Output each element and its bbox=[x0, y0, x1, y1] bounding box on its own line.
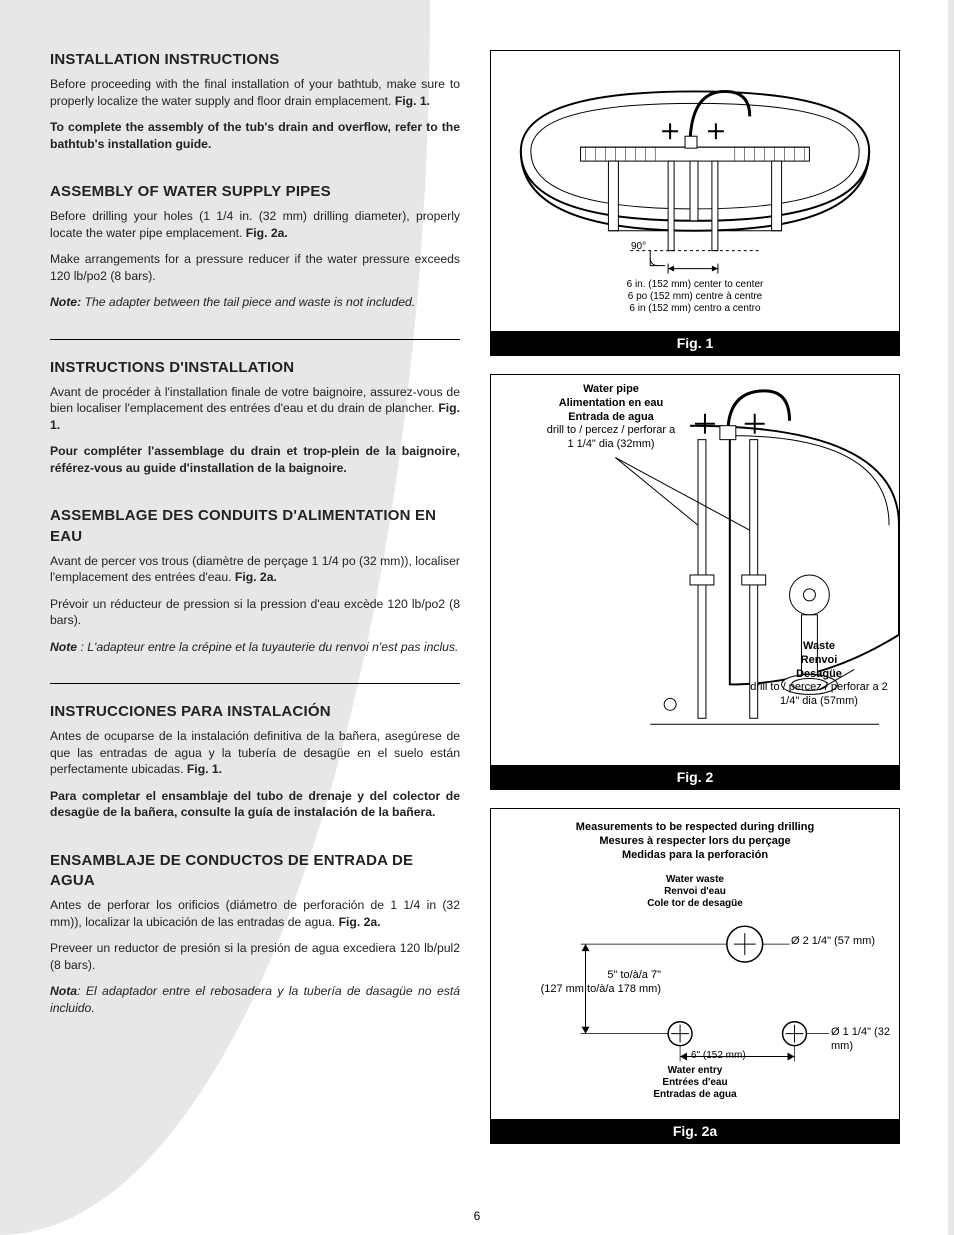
para: Avant de procéder à l'installation final… bbox=[50, 384, 460, 433]
label: Desagüe bbox=[749, 668, 889, 682]
tub-diagram-icon bbox=[491, 51, 899, 311]
label: Water entry bbox=[491, 1065, 899, 1077]
heading-install-fr: Instructions d'installation bbox=[50, 358, 460, 378]
dim-label: 6 in (152 mm) centro a centro bbox=[491, 303, 899, 315]
para: Before proceeding with the final install… bbox=[50, 76, 460, 109]
label: Alimentation en eau bbox=[511, 397, 711, 411]
label: Measurements to be respected during dril… bbox=[491, 821, 899, 835]
label: Mesures à respecter lors du perçage bbox=[491, 835, 899, 849]
divider bbox=[50, 683, 460, 684]
label: drill to / percez / perforar a bbox=[511, 424, 711, 438]
para: Avant de percer vos trous (diamètre de p… bbox=[50, 553, 460, 586]
label: Medidas para la perforación bbox=[491, 849, 899, 863]
label: 1/4" dia (57mm) bbox=[749, 695, 889, 709]
dim-label: 6 in. (152 mm) center to center bbox=[491, 279, 899, 291]
para-bold: Pour compléter l'assemblage du drain et … bbox=[50, 443, 460, 476]
label: Cole tor de desagüe bbox=[491, 898, 899, 910]
figure-1: 90° 6 in. (152 mm) center to center 6 po… bbox=[490, 50, 900, 356]
para: Antes de ocuparse de la instalación defi… bbox=[50, 728, 460, 777]
heading-assembly-en: Assembly of Water Supply Pipes bbox=[50, 182, 460, 202]
label: Entradas de agua bbox=[491, 1089, 899, 1101]
divider bbox=[50, 339, 460, 340]
para-bold: Para completar el ensamblaje del tubo de… bbox=[50, 788, 460, 821]
note: Note : L'adapteur entre la crépine et la… bbox=[50, 639, 460, 655]
para: Before drilling your holes (1 1/4 in. (3… bbox=[50, 208, 460, 241]
figure-column: 90° 6 in. (152 mm) center to center 6 po… bbox=[490, 50, 900, 1162]
figure-2a: Measurements to be respected during dril… bbox=[490, 808, 900, 1144]
heading-assembly-es: Ensamblaje de conductos de entrada de ag… bbox=[50, 851, 460, 892]
dim-label: 5" to/à/a 7" bbox=[501, 969, 661, 983]
label: Water pipe bbox=[511, 383, 711, 397]
dim-label: Ø 2 1/4" (57 mm) bbox=[791, 935, 875, 949]
label: Renvoi d'eau bbox=[491, 886, 899, 898]
label: Entrées d'eau bbox=[491, 1077, 899, 1089]
angle-label: 90° bbox=[631, 241, 646, 253]
heading-assembly-fr: Assemblage des conduits d'alimentation e… bbox=[50, 506, 460, 547]
para: Preveer un reductor de presión si la pre… bbox=[50, 940, 460, 973]
note: Note: The adapter between the tail piece… bbox=[50, 294, 460, 310]
note: Nota: El adaptador entre el rebosadera y… bbox=[50, 983, 460, 1016]
figure-2: Water pipe Alimentation en eau Entrada d… bbox=[490, 374, 900, 790]
label: Waste bbox=[749, 640, 889, 654]
para-bold: To complete the assembly of the tub's dr… bbox=[50, 119, 460, 152]
label: Water waste bbox=[491, 874, 899, 886]
label: Entrada de agua bbox=[511, 411, 711, 425]
heading-install-en: Installation Instructions bbox=[50, 50, 460, 70]
figure-caption: Fig. 2 bbox=[491, 765, 899, 789]
dim-label: 6 po (152 mm) centre à centre bbox=[491, 291, 899, 303]
para: Antes de perforar los orificios (diámetr… bbox=[50, 897, 460, 930]
figure-caption: Fig. 1 bbox=[491, 331, 899, 355]
dim-label: 6" (152 mm) bbox=[691, 1050, 746, 1062]
dim-label: (127 mm to/à/a 178 mm) bbox=[501, 983, 661, 997]
para: Prévoir un réducteur de pression si la p… bbox=[50, 596, 460, 629]
label: Renvoi bbox=[749, 654, 889, 668]
label: drill to / percez / perforar a 2 bbox=[749, 681, 889, 695]
heading-install-es: Instrucciones para instalación bbox=[50, 702, 460, 722]
page-number: 6 bbox=[0, 1209, 954, 1223]
dim-label: Ø 1 1/4" (32 mm) bbox=[831, 1026, 899, 1054]
text-column: Installation Instructions Before proceed… bbox=[50, 50, 460, 1162]
para: Make arrangements for a pressure reducer… bbox=[50, 251, 460, 284]
label: 1 1/4" dia (32mm) bbox=[511, 438, 711, 452]
figure-caption: Fig. 2a bbox=[491, 1119, 899, 1143]
